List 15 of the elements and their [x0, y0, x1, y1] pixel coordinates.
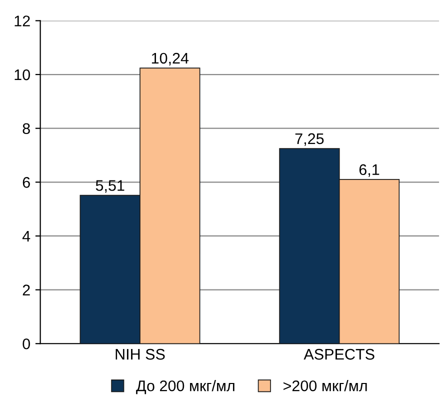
legend-label: >200 мкг/мл	[284, 380, 367, 392]
y-tick-label: 8	[22, 123, 30, 134]
data-label: 10,24	[152, 52, 189, 66]
x-tick-label: NIH SS	[116, 348, 165, 360]
y-tick-label: 0	[22, 338, 30, 350]
y-tick-label: 4	[22, 231, 30, 242]
data-label: 6,1	[359, 164, 380, 177]
y-tick-label: 2	[22, 284, 30, 296]
y-tick-label: 6	[22, 177, 30, 188]
x-tick-label: ASPECTS	[304, 348, 374, 360]
y-tick-label: 10	[14, 69, 30, 80]
data-label: 5,51	[96, 180, 124, 193]
y-tick-label: 12	[14, 16, 30, 26]
legend-label: До 200 мкг/мл	[136, 380, 234, 394]
data-label: 7,25	[295, 133, 324, 146]
